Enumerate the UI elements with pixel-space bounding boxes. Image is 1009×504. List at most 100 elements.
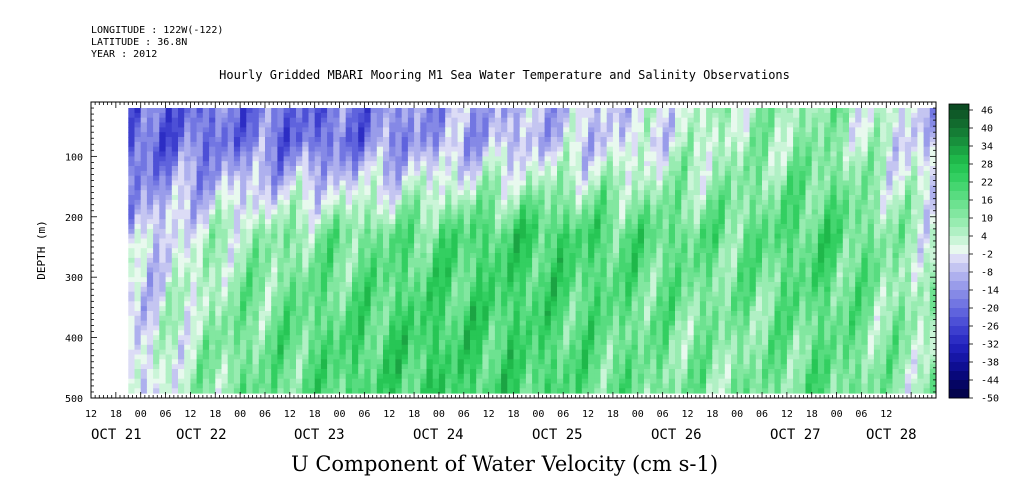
heatmap-cell	[320, 349, 328, 355]
heatmap-cell	[165, 373, 173, 380]
heatmap-cell	[283, 224, 291, 230]
heatmap-cell	[246, 146, 253, 152]
heatmap-cell	[544, 349, 552, 355]
heatmap-cell	[339, 359, 347, 365]
heatmap-cell	[606, 219, 614, 225]
heatmap-cell	[494, 248, 502, 254]
heatmap-cell	[544, 233, 552, 239]
heatmap-cell	[383, 320, 390, 326]
heatmap-cell	[134, 112, 142, 119]
heatmap-cell	[258, 180, 266, 186]
heatmap-cell	[271, 170, 278, 177]
heatmap-cell	[258, 204, 266, 210]
heatmap-cell	[395, 112, 403, 119]
heatmap-cell	[333, 137, 340, 143]
heatmap-cell	[420, 335, 427, 341]
heatmap-cell	[606, 340, 614, 346]
heatmap-cell	[352, 248, 359, 254]
heatmap-cell	[165, 219, 173, 225]
heatmap-cell	[476, 272, 483, 278]
heatmap-cell	[414, 127, 421, 133]
heatmap-cell	[457, 141, 465, 148]
heatmap-cell	[296, 262, 303, 268]
heatmap-cell	[600, 233, 608, 239]
heatmap-cell	[389, 369, 396, 375]
heatmap-cell	[190, 311, 198, 317]
heatmap-cell	[314, 127, 322, 133]
heatmap-cell	[233, 344, 241, 351]
heatmap-cell	[227, 166, 235, 172]
heatmap-cell	[308, 161, 316, 167]
heatmap-cell	[146, 291, 154, 297]
heatmap-cell	[221, 349, 229, 355]
heatmap-cell	[283, 199, 291, 206]
heatmap-cell	[178, 373, 185, 380]
heatmap-cell	[532, 166, 539, 172]
heatmap-cell	[146, 122, 154, 128]
heatmap-cell	[227, 224, 235, 230]
heatmap-cell	[644, 151, 651, 157]
heatmap-cell	[600, 199, 608, 206]
heatmap-cell	[171, 253, 179, 259]
heatmap-cell	[128, 204, 135, 210]
heatmap-cell	[594, 146, 601, 152]
heatmap-cell	[153, 224, 160, 230]
heatmap-cell	[320, 262, 328, 268]
heatmap-cell	[581, 282, 589, 288]
heatmap-cell	[426, 349, 434, 355]
heatmap-cell	[569, 190, 577, 196]
heatmap-cell	[519, 315, 527, 322]
heatmap-cell	[525, 127, 533, 133]
heatmap-cell	[482, 383, 490, 389]
heatmap-cell	[221, 180, 229, 186]
heatmap-cell	[488, 112, 496, 119]
heatmap-cell	[227, 190, 235, 196]
heatmap-cell	[352, 277, 359, 283]
heatmap-cell	[277, 166, 285, 172]
heatmap-cell	[296, 311, 303, 317]
heatmap-cell	[445, 248, 452, 254]
heatmap-cell	[134, 291, 142, 297]
heatmap-cell	[209, 195, 216, 201]
heatmap-cell	[240, 137, 247, 143]
heatmap-cell	[606, 199, 614, 206]
heatmap-cell	[376, 204, 384, 210]
heatmap-cell	[501, 369, 508, 375]
heatmap-cell	[438, 315, 446, 322]
heatmap-cell	[289, 219, 297, 225]
heatmap-cell	[544, 156, 552, 162]
heatmap-cell	[221, 156, 229, 162]
heatmap-cell	[625, 243, 632, 249]
heatmap-cell	[196, 224, 204, 230]
heatmap-cell	[606, 378, 614, 384]
heatmap-cell	[128, 146, 135, 152]
heatmap-cell	[525, 257, 533, 264]
heatmap-cell	[190, 122, 198, 128]
heatmap-cell	[215, 330, 222, 336]
heatmap-cell	[320, 301, 328, 307]
heatmap-cell	[265, 364, 272, 370]
heatmap-cell	[438, 132, 446, 138]
heatmap-cell	[407, 378, 415, 384]
heatmap-cell	[494, 161, 502, 167]
heatmap-cell	[476, 369, 483, 375]
heatmap-cell	[407, 262, 415, 268]
heatmap-cell	[494, 286, 502, 293]
heatmap-cell	[482, 156, 490, 162]
heatmap-cell	[246, 378, 253, 384]
heatmap-cell	[557, 306, 564, 312]
heatmap-cell	[333, 151, 340, 157]
heatmap-cell	[420, 166, 427, 172]
heatmap-cell	[320, 364, 328, 370]
heatmap-cell	[538, 364, 546, 370]
heatmap-cell	[401, 117, 409, 123]
heatmap-cell	[494, 209, 502, 215]
heatmap-cell	[339, 257, 347, 264]
heatmap-cell	[525, 132, 533, 138]
heatmap-cell	[283, 112, 291, 119]
heatmap-cell	[196, 311, 204, 317]
heatmap-cell	[209, 257, 216, 264]
heatmap-cell	[271, 166, 278, 172]
heatmap-cell	[345, 166, 353, 172]
heatmap-cell	[625, 277, 632, 283]
